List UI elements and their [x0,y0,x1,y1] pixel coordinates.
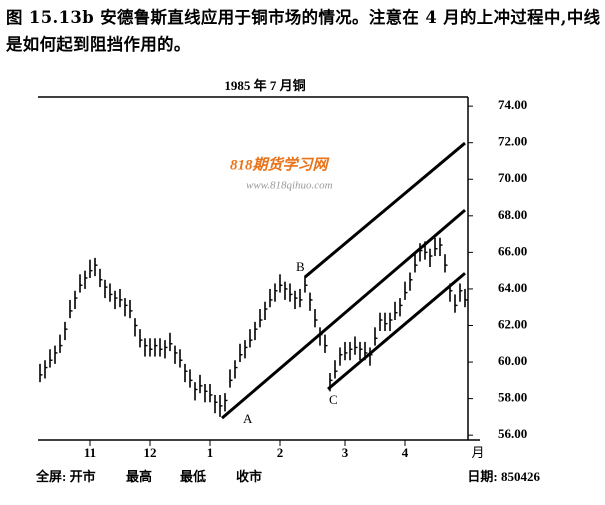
pitchfork-line [304,141,466,279]
y-tick-label: 68.00 [498,207,527,222]
y-tick-label: 60.00 [498,353,527,368]
annotation: B [296,259,305,274]
x-tick-label: 1 [207,445,214,460]
y-tick-label: 72.00 [498,134,527,149]
watermark: www.818qihuo.com [246,180,333,192]
y-tick-label: 70.00 [498,170,527,185]
footer-label: 最高 [126,469,152,484]
watermark: 818期货学习网 [230,155,331,173]
x-tick-label: 11 [84,445,96,460]
x-tick-label: 12 [144,445,157,460]
footer-label: 最低 [180,469,206,484]
y-tick-label: 56.00 [498,426,527,441]
annotation: C [329,392,338,407]
pitchfork-line [327,272,466,391]
x-tick-label: 3 [342,445,349,460]
y-tick-label: 62.00 [498,316,527,331]
caption: 图 15.13b 安德鲁斯直线应用于铜市场的情况。注意在 4 月的上冲过程中,中… [6,8,601,54]
y-tick-label: 66.00 [498,243,527,258]
x-tick-label: 4 [402,445,409,460]
y-tick-label: 64.00 [498,280,527,295]
footer-date: 日期: 850426 [467,469,540,484]
footer-label: 收市 [236,469,262,484]
y-tick-label: 74.00 [498,97,527,112]
x-tick-label: 2 [277,445,284,460]
annotation: A [243,411,253,426]
y-tick-label: 58.00 [498,390,527,405]
chart-title: 1985 年 7 月铜 [224,78,305,93]
footer-label: 全屏: 开市 [35,469,96,484]
x-unit: 月 [471,445,484,460]
pitchfork-line [221,209,466,420]
